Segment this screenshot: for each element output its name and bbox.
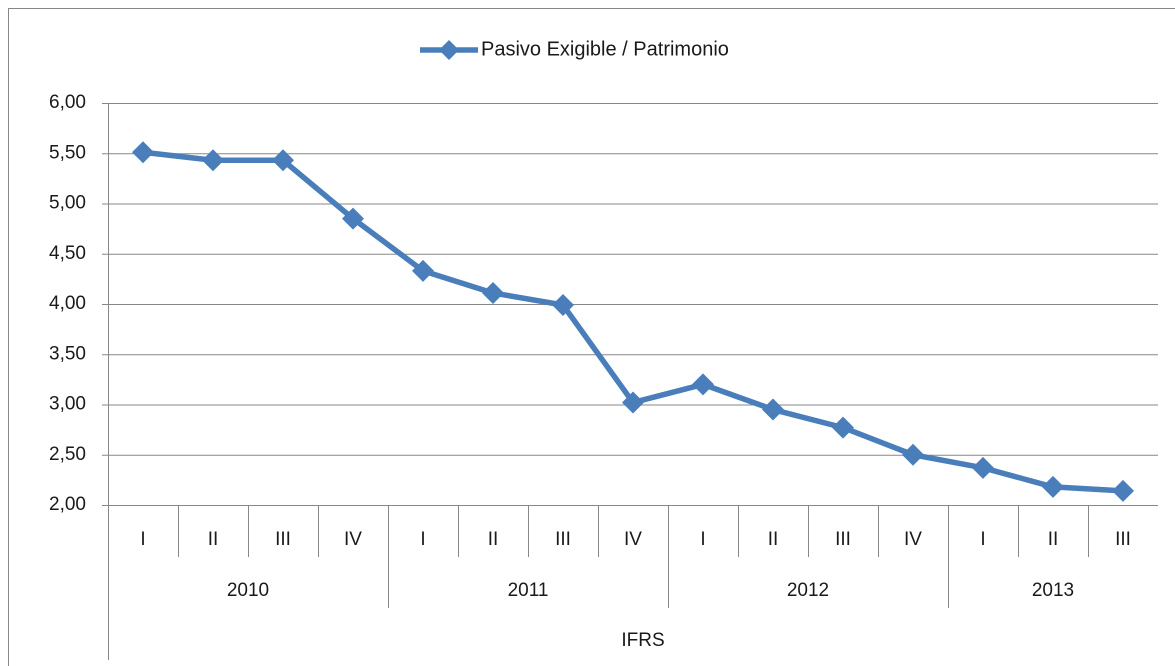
x-tick-label: IV — [904, 529, 922, 550]
data-marker — [762, 398, 784, 421]
y-tick-label: 5,00 — [49, 193, 86, 214]
y-tick-label: 2,00 — [49, 494, 86, 515]
y-tick-label: 3,50 — [49, 343, 86, 364]
legend-marker — [439, 40, 459, 60]
x-tick-label: III — [835, 529, 851, 550]
group-label: 2013 — [1032, 580, 1074, 601]
x-tick-label: I — [140, 529, 145, 550]
x-tick-label: II — [768, 529, 779, 550]
data-line — [142, 149, 1124, 494]
data-marker — [832, 416, 854, 439]
x-tick-label: II — [1048, 529, 1059, 550]
group-label: 2010 — [227, 580, 269, 601]
x-tick-label: III — [555, 529, 571, 550]
group-label: 2012 — [787, 580, 829, 601]
legend-label: Pasivo Exigible / Patrimonio — [481, 38, 729, 60]
x-tick-label: III — [1115, 529, 1131, 550]
data-marker — [692, 373, 714, 396]
data-marker — [622, 391, 644, 414]
y-tick-label: 5,50 — [49, 142, 86, 163]
x-tick-label: III — [275, 529, 291, 550]
data-marker — [202, 149, 224, 172]
data-marker — [272, 149, 294, 172]
data-marker — [132, 141, 154, 164]
x-tick-label: IV — [624, 529, 642, 550]
data-marker — [972, 456, 994, 479]
data-marker — [412, 259, 434, 282]
y-tick-label: 4,50 — [49, 243, 86, 264]
x-tick-label: I — [420, 529, 425, 550]
y-tick-label: 3,00 — [49, 394, 86, 415]
x-tick-label: IV — [344, 529, 362, 550]
x-tick-label: I — [700, 529, 705, 550]
x-tick-label: II — [208, 529, 219, 550]
y-tick-label: 2,50 — [49, 444, 86, 465]
data-marker — [342, 207, 364, 230]
data-marker — [902, 443, 924, 466]
group-title: IFRS — [621, 630, 664, 651]
y-tick-label: 6,00 — [49, 92, 86, 113]
group-label: 2011 — [508, 580, 549, 601]
data-marker — [482, 281, 504, 304]
x-tick-label: I — [980, 529, 985, 550]
data-marker — [552, 294, 574, 317]
y-tick-label: 4,00 — [49, 293, 86, 314]
x-tick-label: II — [488, 529, 499, 550]
chart-border — [8, 8, 1175, 666]
data-marker — [1112, 479, 1134, 502]
data-marker — [1042, 475, 1064, 498]
